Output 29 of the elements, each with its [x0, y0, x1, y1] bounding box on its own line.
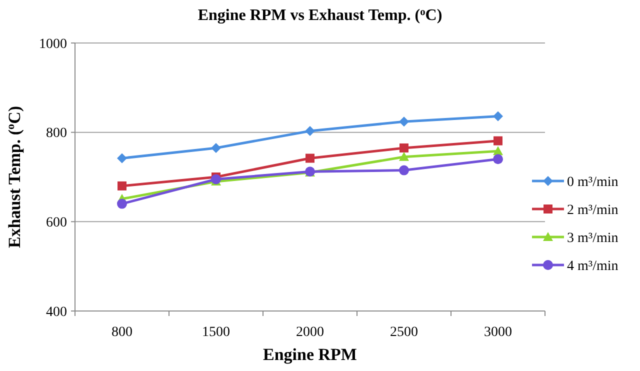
point — [493, 146, 503, 156]
x-tick-label: 2500 — [390, 325, 418, 340]
x-axis-title: Engine RPM — [263, 345, 357, 364]
point — [493, 154, 503, 164]
point — [400, 143, 408, 152]
x-tick-label: 3000 — [484, 325, 512, 340]
x-tick-label: 800 — [112, 325, 132, 340]
point — [399, 165, 409, 176]
point — [494, 136, 502, 146]
legend-label: 0 m³/min — [567, 174, 618, 190]
point — [306, 154, 314, 163]
point — [305, 126, 315, 136]
x-tick-label: 2000 — [296, 325, 324, 340]
legend-label: 3 m³/min — [567, 230, 618, 246]
y-tick-label: 600 — [46, 216, 67, 231]
legend-label: 2 m³/min — [567, 202, 618, 218]
point — [117, 198, 127, 209]
point — [399, 116, 409, 127]
point — [399, 152, 409, 161]
legend-label: 4 m³/min — [567, 258, 618, 274]
point — [211, 142, 221, 153]
y-tick-label: 1000 — [39, 36, 67, 52]
y-tick-label: 800 — [46, 126, 67, 142]
chart-title: Engine RPM vs Exhaust Temp. ($^{o}$C) — [198, 6, 442, 24]
point — [118, 181, 126, 190]
x-tick-label: 1500 — [202, 325, 230, 340]
point — [493, 111, 503, 122]
y-tick-label: 400 — [46, 304, 67, 320]
point — [117, 153, 127, 164]
